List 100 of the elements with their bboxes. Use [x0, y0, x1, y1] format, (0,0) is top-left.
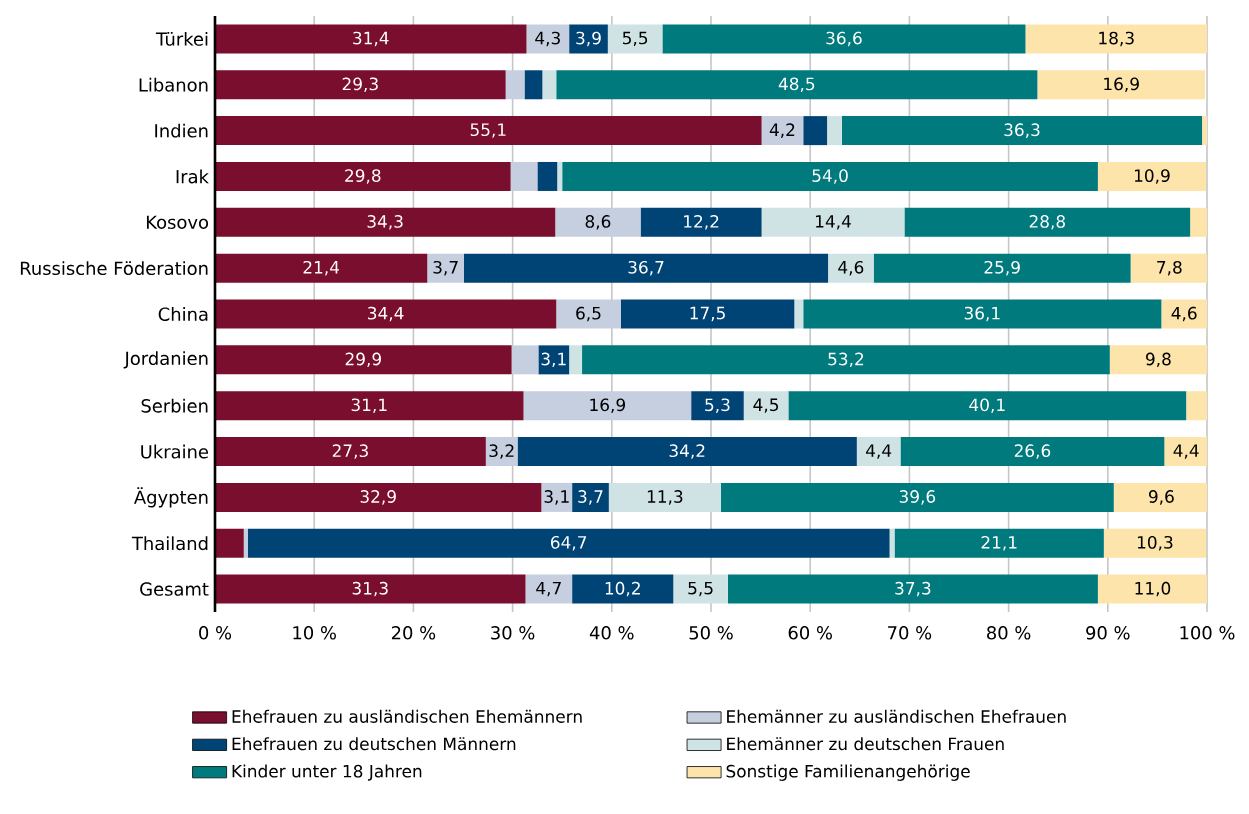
data-label: 39,6 [899, 490, 936, 505]
y-tick-label: Thailand [131, 536, 208, 551]
y-tick-label: Indien [155, 123, 208, 138]
data-label: 18,3 [1099, 31, 1134, 47]
data-label: 36,3 [1004, 123, 1040, 138]
bar [427, 253, 464, 283]
bar [1202, 116, 1208, 146]
bar [572, 482, 609, 512]
x-tick-label: 50 % [689, 626, 733, 640]
bar [1113, 482, 1208, 512]
data-label: 12,2 [684, 215, 719, 230]
data-label: 29,9 [345, 352, 381, 368]
bar [1097, 574, 1208, 604]
bar [541, 482, 573, 512]
bar [524, 70, 543, 100]
data-label: 4,4 [1173, 444, 1199, 459]
bar [215, 24, 527, 54]
legend-label: Ehemänner zu deutschen Frauen [727, 737, 1004, 751]
x-tick-label: 100 % [1180, 626, 1235, 640]
bar [607, 24, 663, 54]
data-label: 9,6 [1148, 490, 1174, 505]
y-tick-label: Irak [176, 169, 209, 184]
bar [537, 161, 558, 191]
data-label: 40,1 [969, 398, 1005, 413]
bar [525, 574, 573, 604]
bar [215, 574, 526, 604]
y-tick-label: Libanon [139, 77, 208, 92]
x-tick-label: 80 % [987, 626, 1031, 640]
bar [803, 116, 828, 146]
data-label: 26,6 [1014, 444, 1051, 459]
bar [1190, 207, 1208, 237]
data-label: 55,1 [470, 123, 506, 138]
x-tick-label: 90 % [1086, 626, 1130, 640]
x-tick-label: 0 % [199, 626, 232, 640]
data-label: 31,3 [352, 581, 388, 597]
bar [526, 24, 570, 54]
bar [640, 207, 762, 237]
bar [569, 24, 608, 54]
bar [1130, 253, 1208, 283]
legend-label: Sonstige Familienangehörige [726, 764, 970, 781]
data-label: 64,7 [550, 535, 587, 551]
data-label: 5,3 [705, 398, 730, 413]
y-tick-label: Ukraine [141, 444, 209, 459]
bar [691, 391, 744, 421]
data-label: 37,3 [895, 581, 931, 597]
data-label: 3,1 [541, 352, 566, 368]
x-tick-label: 40 % [589, 626, 634, 640]
bar [505, 70, 525, 100]
data-label: 10,3 [1137, 535, 1173, 551]
data-label: 32,9 [360, 490, 396, 505]
bar [582, 345, 1110, 375]
bar [873, 253, 1131, 283]
x-tick-label: 70 % [888, 626, 932, 640]
bar [557, 161, 563, 191]
bar [215, 116, 762, 146]
bar [788, 391, 1187, 421]
data-label: 10,2 [605, 581, 640, 597]
data-label: 10,9 [1134, 169, 1170, 184]
bar [510, 161, 538, 191]
data-label: 17,5 [690, 306, 725, 322]
data-label: 29,3 [342, 77, 378, 93]
data-label: 3,7 [433, 260, 458, 276]
bar [215, 253, 428, 283]
data-label: 36,1 [964, 306, 1000, 322]
data-label: 3,9 [576, 31, 601, 47]
bar [215, 391, 524, 421]
bar [761, 116, 804, 146]
data-label: 21,1 [981, 535, 1017, 551]
data-label: 31,4 [353, 31, 389, 47]
data-label: 4,6 [838, 260, 864, 276]
bar [243, 528, 248, 558]
bar [841, 116, 1203, 146]
data-label: 4,6 [1171, 306, 1197, 322]
bar [572, 574, 674, 604]
y-tick-label: Serbien [141, 398, 208, 413]
data-label: 31,1 [351, 398, 387, 413]
bar [215, 70, 506, 100]
y-tick-label: Russische Föderation [20, 261, 208, 276]
bar [1037, 70, 1206, 100]
data-label: 21,4 [303, 260, 340, 276]
bar [900, 437, 1165, 467]
bar [555, 207, 641, 237]
data-label: 3,7 [578, 490, 603, 505]
data-label: 4,5 [753, 398, 779, 413]
bar [827, 116, 842, 146]
data-label: 34,4 [368, 306, 404, 322]
bar [562, 161, 1098, 191]
data-label: 34,2 [669, 444, 705, 459]
bar [247, 528, 890, 558]
y-tick-label: Gesamt [140, 582, 209, 596]
data-label: 5,5 [622, 31, 648, 47]
legend-label: Ehemänner zu ausländischen Ehefrauen [727, 709, 1066, 723]
bar [856, 437, 901, 467]
data-label: 9,8 [1146, 352, 1171, 368]
bar [1025, 24, 1208, 54]
x-tick-label: 20 % [391, 626, 436, 640]
data-label: 14,4 [816, 215, 851, 230]
x-tick-label: 10 % [293, 626, 336, 640]
bar [542, 70, 557, 100]
bar [904, 207, 1191, 237]
